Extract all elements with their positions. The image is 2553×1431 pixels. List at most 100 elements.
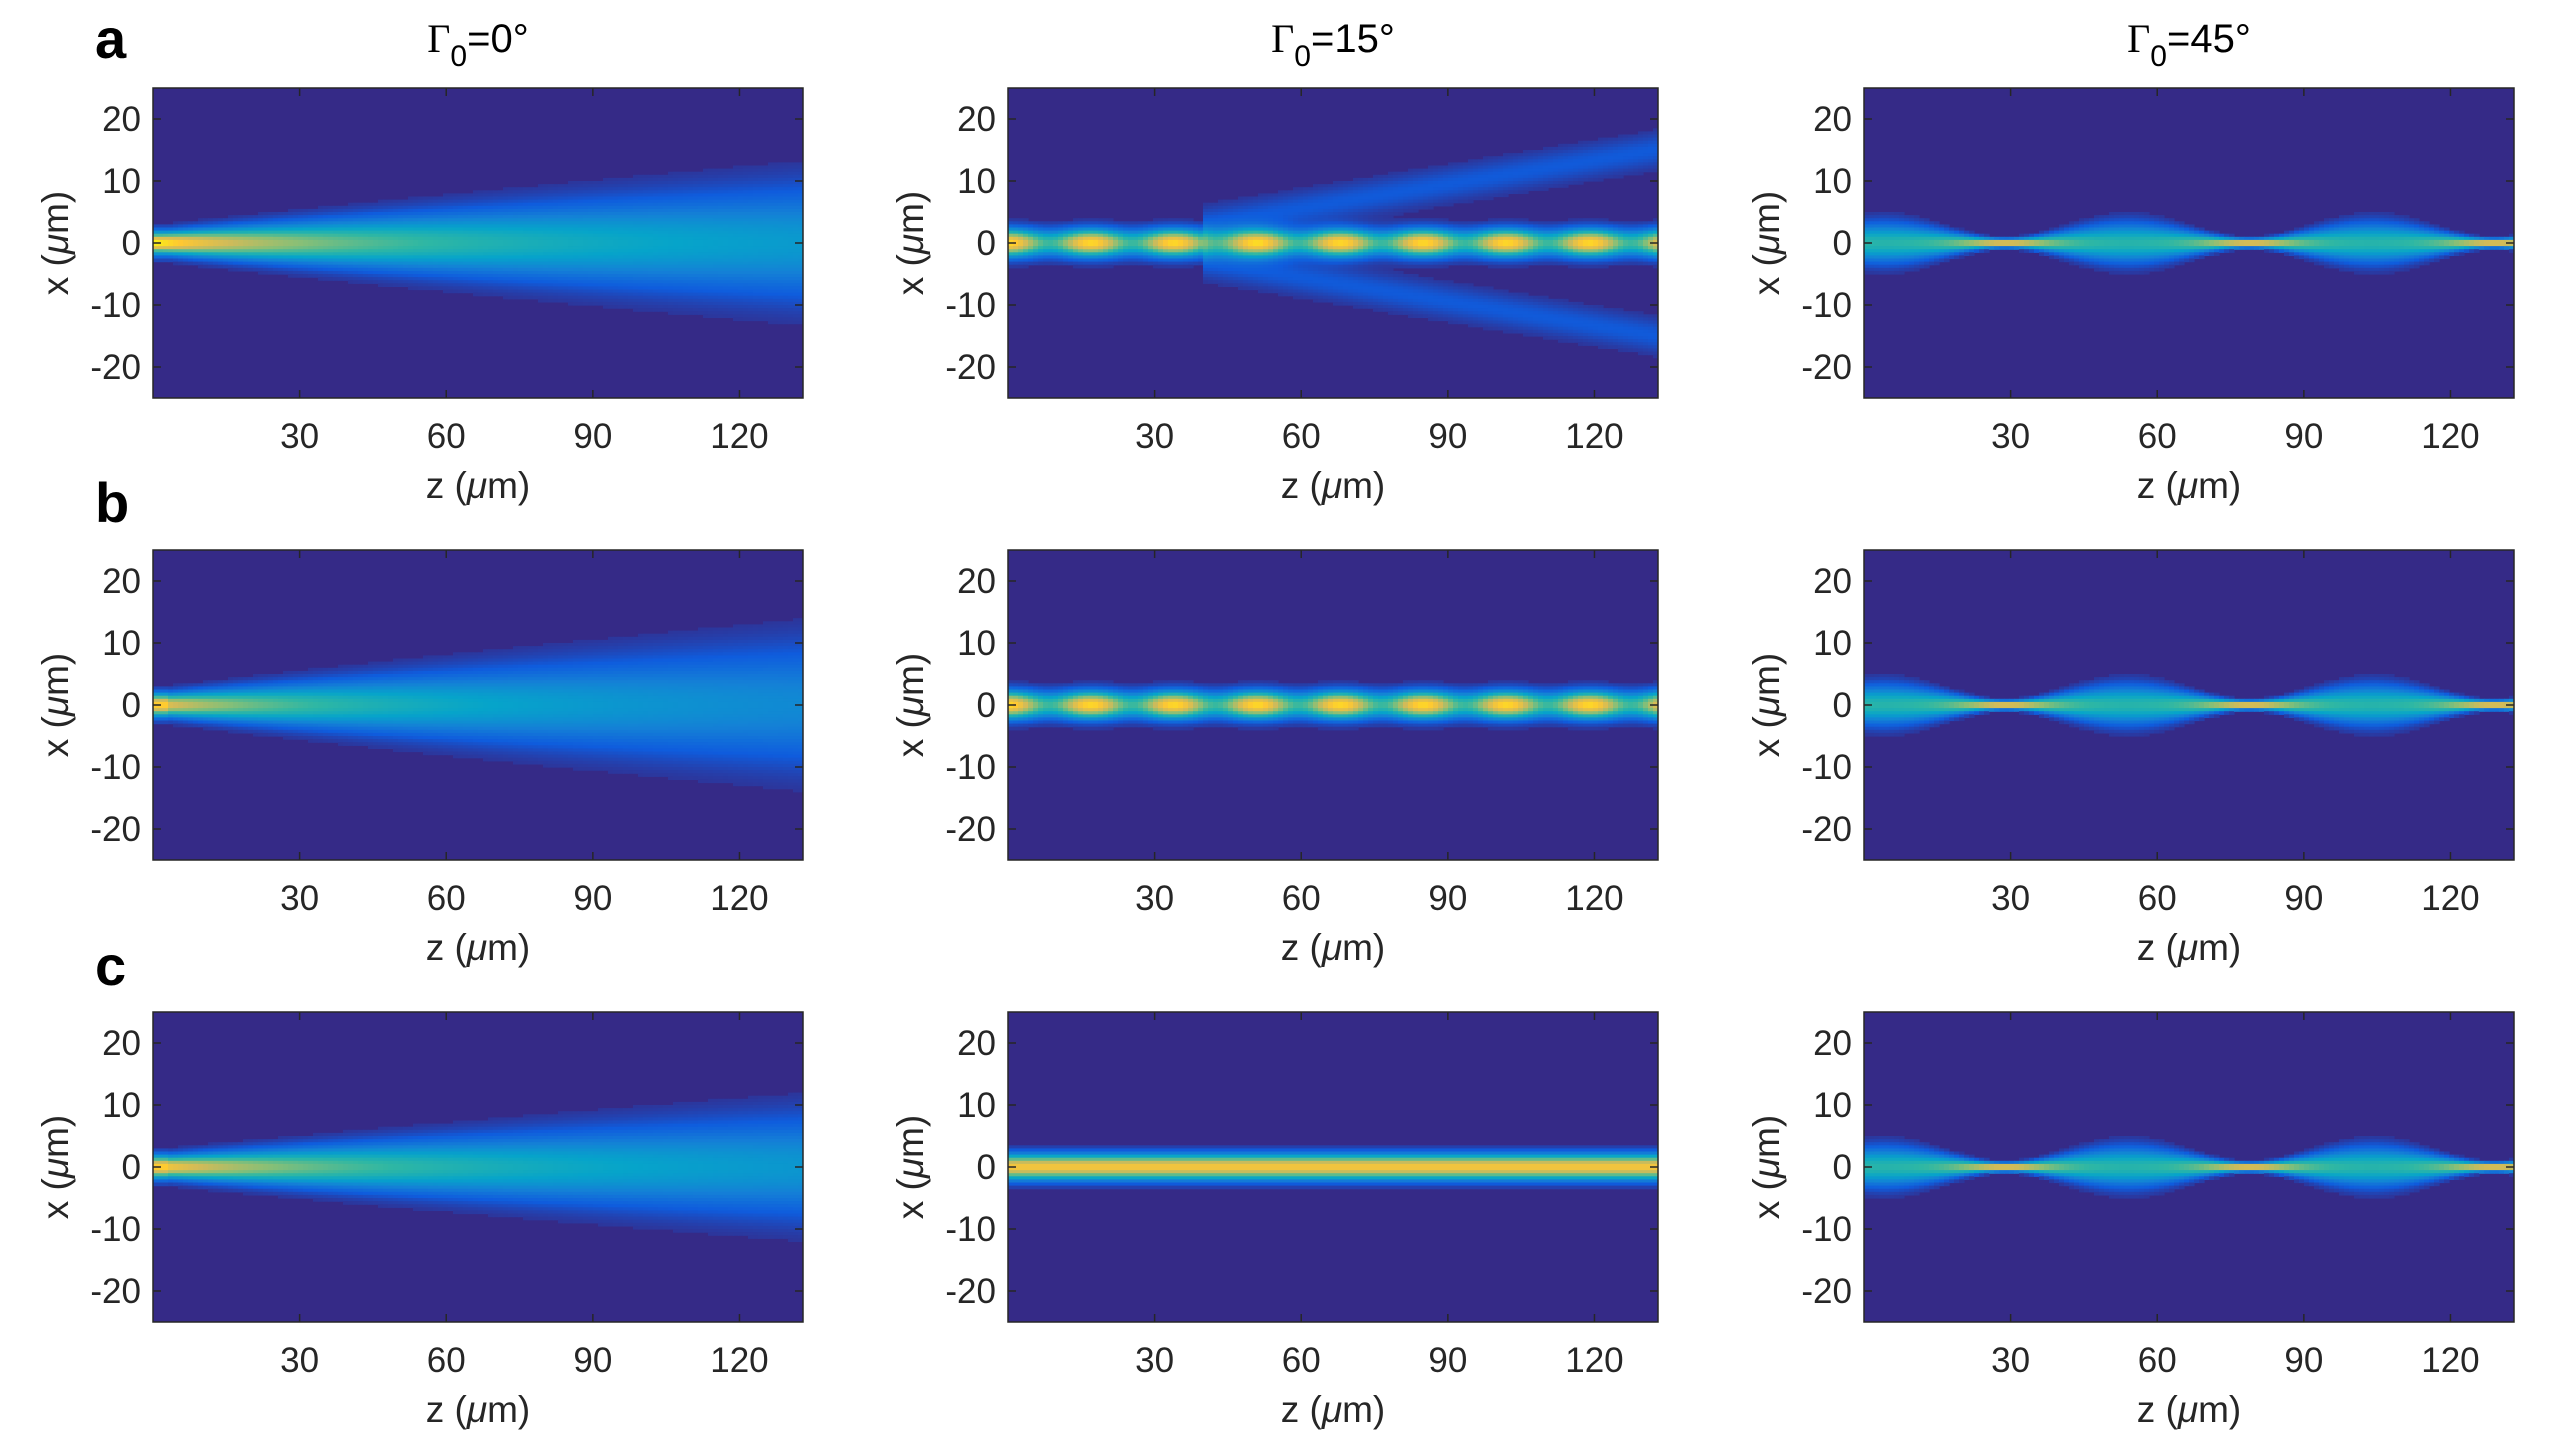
y-tick-label: 0 xyxy=(122,224,141,263)
x-tick-label: 90 xyxy=(1428,879,1467,918)
y-tick-label: 20 xyxy=(1813,100,1852,139)
x-tick-label: 30 xyxy=(1991,1341,2030,1380)
heatmap-panel-a-1: 30 60 90 120 20 10 0 -10 -20 z (μm) x (μm) xyxy=(35,87,804,506)
heatmap-panel-a-2: 30 60 90 120 20 10 0 -10 -20 z (μm) x (μm) xyxy=(890,87,1659,506)
x-tick-label: 30 xyxy=(280,1341,319,1380)
y-tick-label: -20 xyxy=(90,348,141,387)
x-tick-label: 120 xyxy=(2421,1341,2479,1380)
x-tick-label: 30 xyxy=(1991,879,2030,918)
x-tick-label: 60 xyxy=(427,1341,466,1380)
y-tick-label: 10 xyxy=(1813,162,1852,201)
x-tick-label: 30 xyxy=(280,417,319,456)
y-axis-label: x (μm) xyxy=(890,653,931,758)
x-tick-label: 60 xyxy=(427,417,466,456)
x-tick-label: 120 xyxy=(1565,417,1623,456)
y-tick-label: 20 xyxy=(102,562,141,601)
x-tick-label: 90 xyxy=(573,1341,612,1380)
heatmap-cells xyxy=(1864,1136,2514,1199)
x-tick-label: 60 xyxy=(427,879,466,918)
x-tick-label: 120 xyxy=(710,417,768,456)
y-tick-label: 10 xyxy=(1813,624,1852,663)
y-tick-label: -20 xyxy=(945,1272,996,1311)
column-title-3: Γ0=45° xyxy=(2127,16,2251,73)
heatmap-panel-c-2: 30 60 90 120 20 10 0 -10 -20 z (μm) x (μm) xyxy=(890,1011,1659,1430)
y-tick-label: 10 xyxy=(957,624,996,663)
y-tick-label: -20 xyxy=(945,348,996,387)
x-axis-label: z (μm) xyxy=(2137,927,2242,968)
heatmap-cells xyxy=(1008,1145,1658,1190)
y-tick-label: 10 xyxy=(957,162,996,201)
y-tick-label: 0 xyxy=(977,686,996,725)
y-tick-label: 0 xyxy=(1833,686,1852,725)
x-tick-label: 90 xyxy=(2284,1341,2323,1380)
heatmap-cells xyxy=(1008,680,1658,731)
y-tick-label: -10 xyxy=(90,748,141,787)
y-axis-label: x (μm) xyxy=(1746,191,1787,296)
row-letter-a: a xyxy=(95,7,127,70)
x-axis-label: z (μm) xyxy=(2137,1389,2242,1430)
y-tick-label: -10 xyxy=(945,1210,996,1249)
heatmap-cells xyxy=(1864,674,2514,737)
heatmap-panel-b-3: 30 60 90 120 20 10 0 -10 -20 z (μm) x (μm) xyxy=(1746,549,2515,968)
y-axis-label: x (μm) xyxy=(35,653,76,758)
row-letter-c: c xyxy=(95,934,126,997)
y-tick-label: -20 xyxy=(1801,810,1852,849)
x-tick-label: 60 xyxy=(1282,417,1321,456)
y-tick-label: -10 xyxy=(90,1210,141,1249)
column-title-1: Γ0=0° xyxy=(427,16,528,73)
y-tick-label: -10 xyxy=(945,286,996,325)
y-tick-label: 20 xyxy=(957,100,996,139)
x-tick-label: 60 xyxy=(1282,879,1321,918)
y-tick-label: 20 xyxy=(102,100,141,139)
y-tick-label: -10 xyxy=(90,286,141,325)
y-tick-label: -20 xyxy=(945,810,996,849)
y-axis-label: x (μm) xyxy=(890,191,931,296)
y-tick-label: 10 xyxy=(1813,1086,1852,1125)
y-tick-label: 0 xyxy=(977,1148,996,1187)
x-tick-label: 90 xyxy=(1428,1341,1467,1380)
y-tick-label: -20 xyxy=(90,1272,141,1311)
column-title-2: Γ0=15° xyxy=(1271,16,1395,73)
y-axis-label: x (μm) xyxy=(1746,1115,1787,1220)
y-tick-label: -20 xyxy=(90,810,141,849)
labels-layer: Γ0=0° Γ0=15° Γ0=45° a b c xyxy=(95,7,2251,997)
y-tick-label: 10 xyxy=(102,162,141,201)
x-tick-label: 30 xyxy=(280,879,319,918)
y-tick-label: 0 xyxy=(122,686,141,725)
y-tick-label: -10 xyxy=(1801,1210,1852,1249)
x-axis-label: z (μm) xyxy=(426,465,531,506)
x-tick-label: 120 xyxy=(2421,417,2479,456)
y-axis-label: x (μm) xyxy=(1746,653,1787,758)
x-tick-label: 120 xyxy=(710,879,768,918)
y-tick-label: 10 xyxy=(102,624,141,663)
y-tick-label: -10 xyxy=(1801,748,1852,787)
x-axis-label: z (μm) xyxy=(426,927,531,968)
y-tick-label: 20 xyxy=(1813,1024,1852,1063)
x-tick-label: 60 xyxy=(2138,1341,2177,1380)
x-tick-label: 60 xyxy=(1282,1341,1321,1380)
x-tick-label: 90 xyxy=(2284,417,2323,456)
x-tick-label: 120 xyxy=(1565,879,1623,918)
panels-layer: 30 60 90 120 20 10 0 -10 -20 z (μm) x (μm) 30 60 90 12… xyxy=(35,87,2515,1430)
heatmap-cells xyxy=(1008,128,1658,359)
x-tick-label: 120 xyxy=(710,1341,768,1380)
y-tick-label: 20 xyxy=(957,562,996,601)
x-tick-label: 90 xyxy=(573,879,612,918)
heatmap-cells xyxy=(153,1092,803,1242)
x-axis-label: z (μm) xyxy=(1281,1389,1386,1430)
heatmap-panel-b-2: 30 60 90 120 20 10 0 -10 -20 z (μm) x (μm) xyxy=(890,549,1659,968)
heatmap-panel-c-3: 30 60 90 120 20 10 0 -10 -20 z (μm) x (μm) xyxy=(1746,1011,2515,1430)
x-tick-label: 30 xyxy=(1135,417,1174,456)
y-tick-label: -10 xyxy=(945,748,996,787)
y-tick-label: 0 xyxy=(122,1148,141,1187)
y-tick-label: -20 xyxy=(1801,1272,1852,1311)
row-letter-b: b xyxy=(95,471,129,534)
x-tick-label: 120 xyxy=(2421,879,2479,918)
y-tick-label: 10 xyxy=(102,1086,141,1125)
heatmap-cells xyxy=(153,162,803,325)
x-tick-label: 30 xyxy=(1135,879,1174,918)
y-tick-label: 20 xyxy=(957,1024,996,1063)
x-tick-label: 90 xyxy=(1428,417,1467,456)
y-tick-label: 10 xyxy=(957,1086,996,1125)
